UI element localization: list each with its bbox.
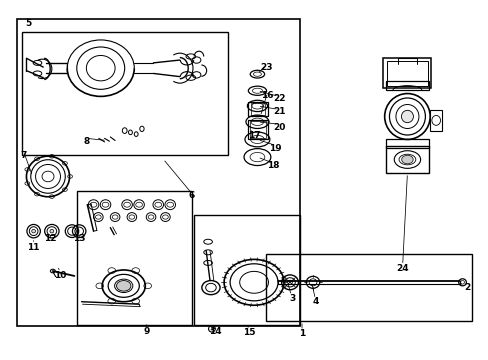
Text: 9: 9: [143, 327, 149, 336]
Circle shape: [116, 280, 131, 291]
Ellipse shape: [32, 229, 36, 233]
Bar: [385, 147, 428, 173]
Text: 22: 22: [272, 94, 285, 103]
Bar: [248, 120, 267, 139]
Text: 5: 5: [25, 18, 31, 27]
Text: 21: 21: [272, 107, 285, 116]
Text: 15: 15: [243, 328, 255, 337]
Text: 24: 24: [395, 264, 408, 273]
Ellipse shape: [50, 229, 54, 233]
Text: 13: 13: [73, 234, 85, 243]
Bar: [383, 58, 430, 88]
Ellipse shape: [401, 110, 412, 123]
Circle shape: [401, 155, 412, 164]
Text: 2: 2: [463, 283, 469, 292]
Ellipse shape: [287, 280, 292, 284]
Text: 11: 11: [27, 243, 40, 252]
Text: 8: 8: [83, 137, 89, 146]
Text: 20: 20: [272, 123, 285, 132]
Bar: [248, 102, 267, 117]
Bar: [17, 19, 299, 327]
Bar: [386, 61, 427, 86]
Bar: [385, 81, 428, 90]
Text: 4: 4: [312, 297, 318, 306]
Text: 17: 17: [247, 131, 260, 140]
Text: 6: 6: [188, 192, 195, 201]
Text: 3: 3: [289, 294, 295, 303]
Bar: [429, 110, 442, 131]
Bar: [385, 139, 428, 148]
Text: 1: 1: [298, 329, 305, 338]
Text: 23: 23: [259, 63, 272, 72]
Text: 7: 7: [21, 151, 27, 160]
Bar: [21, 32, 227, 155]
Bar: [77, 190, 191, 325]
Text: 10: 10: [54, 271, 66, 280]
Bar: [251, 103, 264, 115]
Bar: [194, 215, 299, 325]
Bar: [250, 121, 265, 138]
Text: 12: 12: [44, 234, 57, 243]
Text: 18: 18: [266, 161, 279, 170]
Text: 16: 16: [261, 91, 273, 100]
Text: 19: 19: [269, 144, 282, 153]
Bar: [265, 254, 471, 321]
Text: 14: 14: [209, 327, 222, 336]
